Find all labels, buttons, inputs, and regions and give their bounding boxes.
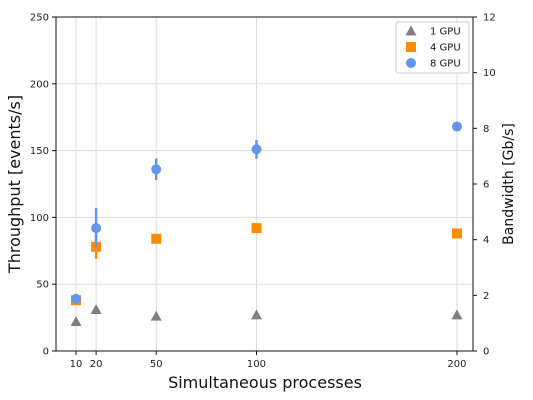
x-tick-label: 200 [447, 359, 466, 370]
y-tick-label: 100 [30, 213, 49, 224]
y2-axis-label: Bandwidth [Gb/s] [501, 123, 517, 245]
y2-tick-label: 4 [483, 235, 489, 246]
y-tick-label: 50 [36, 280, 49, 291]
legend-marker-8-gpu [406, 58, 416, 68]
point-8-gpu [91, 223, 102, 234]
point-1-gpu [451, 309, 463, 320]
point-1-gpu [150, 310, 162, 321]
y-axis-ticks: 0 50 100 150 200 250 [30, 13, 56, 358]
x-tick-label: 20 [90, 359, 103, 370]
y2-tick-label: 12 [483, 13, 496, 24]
y2-tick-label: 2 [483, 291, 489, 302]
y2-tick-label: 6 [483, 180, 489, 191]
y-tick-label: 0 [43, 347, 49, 358]
data-markers [70, 121, 463, 327]
y-tick-label: 250 [30, 13, 49, 24]
x-tick-label: 50 [150, 359, 163, 370]
legend: 1 GPU 4 GPU 8 GPU [395, 21, 470, 74]
y-axis-label: Throughput [events/s] [5, 95, 24, 274]
point-1-gpu [70, 316, 82, 327]
legend-label-8-gpu: 8 GPU [430, 59, 461, 70]
point-4-gpu [151, 233, 162, 244]
x-axis-ticks: 10 20 50 100 200 [70, 351, 467, 370]
legend-label-1-gpu: 1 GPU [430, 27, 461, 38]
y2-tick-label: 10 [483, 68, 496, 79]
legend-marker-1-gpu [405, 25, 417, 36]
y-tick-label: 150 [30, 146, 49, 157]
legend-marker-4-gpu [406, 42, 416, 52]
y2-tick-label: 8 [483, 124, 489, 135]
y2-tick-label: 0 [483, 347, 489, 358]
point-1-gpu [90, 304, 102, 314]
point-4-gpu [251, 223, 262, 234]
point-8-gpu [71, 293, 82, 304]
y-tick-label: 200 [30, 79, 49, 90]
point-8-gpu [451, 121, 462, 132]
x-tick-label: 100 [247, 359, 266, 370]
x-tick-label: 10 [70, 359, 83, 370]
x-axis-label: Simultaneous processes [168, 373, 362, 392]
point-8-gpu [251, 144, 262, 155]
legend-label-4-gpu: 4 GPU [430, 43, 461, 54]
point-1-gpu [250, 309, 262, 320]
y2-axis-ticks: 0 2 4 6 8 10 12 [473, 13, 496, 358]
point-8-gpu [151, 164, 162, 175]
point-4-gpu [451, 228, 462, 239]
